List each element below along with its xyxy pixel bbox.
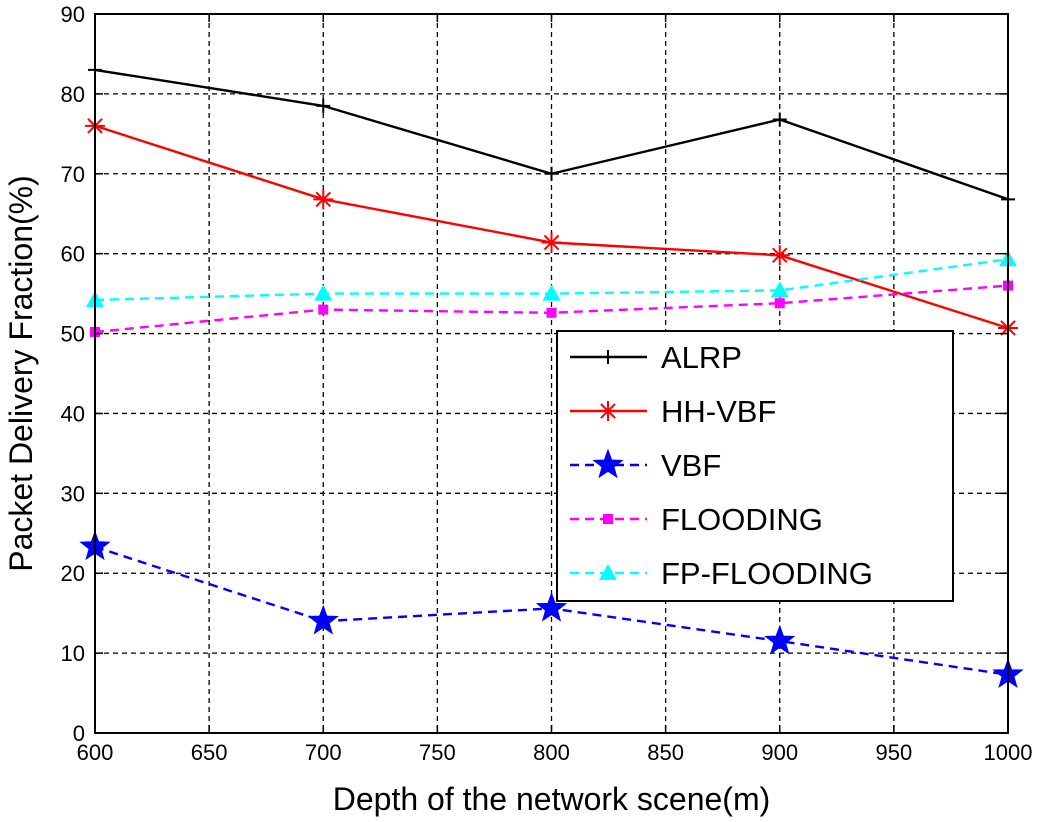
legend-item: VBF xyxy=(570,448,721,483)
legend-label: VBF xyxy=(661,448,721,483)
data-point xyxy=(774,298,785,309)
data-point xyxy=(770,281,789,298)
data-point xyxy=(314,284,333,301)
y-tick-label: 50 xyxy=(61,322,85,347)
x-tick-label: 650 xyxy=(191,740,228,765)
legend-marker xyxy=(598,401,618,421)
data-point xyxy=(307,604,339,635)
legend-label: ALRP xyxy=(661,340,742,375)
x-tick-label: 700 xyxy=(305,740,342,765)
y-tick-label: 30 xyxy=(61,481,85,506)
x-tick-label: 950 xyxy=(876,740,913,765)
data-point xyxy=(535,591,568,622)
y-tick-label: 20 xyxy=(61,561,85,586)
y-tick-label: 80 xyxy=(61,82,85,107)
data-point xyxy=(544,166,559,181)
data-point xyxy=(542,284,561,301)
legend-label: FLOODING xyxy=(661,502,823,537)
y-tick-label: 40 xyxy=(61,401,85,426)
x-tick-label: 600 xyxy=(77,740,114,765)
legend-marker xyxy=(599,564,617,580)
legend-item: HH-VBF xyxy=(570,394,776,429)
legend-item: ALRP xyxy=(570,340,742,375)
legend: ALRP HH-VBF VBF FLOODING FP-FLOODING xyxy=(556,330,954,602)
legend-label: FP-FLOODING xyxy=(661,556,873,591)
data-point xyxy=(313,189,334,210)
legend-marker xyxy=(603,514,613,524)
legend-item: FLOODING xyxy=(570,502,823,537)
y-tick-label: 60 xyxy=(61,242,85,267)
x-tick-label: 800 xyxy=(533,740,570,765)
legend-marker xyxy=(592,448,624,479)
x-tick-label: 750 xyxy=(419,740,456,765)
ticks xyxy=(94,13,1009,734)
x-axis-title: Depth of the network scene(m) xyxy=(333,781,771,817)
y-tick-label: 10 xyxy=(61,641,85,666)
legend-marker xyxy=(601,350,615,364)
tick-labels: 600 650 700 750 800 850 900 950 1000 0 10 20 30 40 50 6… xyxy=(61,2,1033,765)
data-point xyxy=(541,232,562,253)
x-tick-label: 1000 xyxy=(984,740,1033,765)
data-point xyxy=(769,245,790,266)
x-tick-label: 850 xyxy=(647,740,684,765)
legend-label: HH-VBF xyxy=(661,394,776,429)
y-tick-label: 0 xyxy=(73,721,85,746)
y-tick-label: 90 xyxy=(61,2,85,27)
data-point xyxy=(772,112,787,127)
y-axis-title: Packet Delivery Fraction(%) xyxy=(3,175,39,572)
data-point xyxy=(318,304,329,315)
legend-item: FP-FLOODING xyxy=(570,556,873,591)
data-point xyxy=(316,98,331,113)
data-point xyxy=(764,624,796,655)
data-point xyxy=(546,307,557,318)
x-tick-label: 900 xyxy=(761,740,798,765)
y-tick-label: 70 xyxy=(61,162,85,187)
